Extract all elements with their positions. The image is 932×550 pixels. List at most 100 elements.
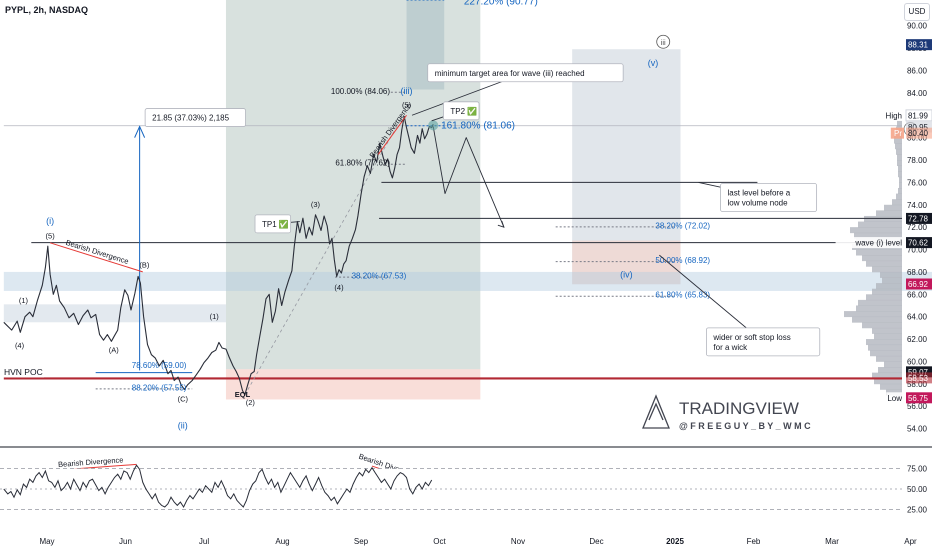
rsi-line xyxy=(3,464,433,509)
last-price-marker xyxy=(428,120,439,131)
price-tag[interactable] xyxy=(906,372,932,384)
time-tick-label: Sep xyxy=(354,537,369,546)
wave-label: (5) xyxy=(46,231,56,240)
volume-bin xyxy=(884,361,902,368)
callout-text: for a wick xyxy=(713,343,748,352)
volume-bin xyxy=(872,327,902,334)
volume-bin xyxy=(898,187,902,194)
price-tag[interactable] xyxy=(906,212,932,224)
volume-bin xyxy=(876,283,902,290)
price-tag-value: 72.78 xyxy=(908,214,929,223)
rsi-pane[interactable]: 25.00 50.00 75.00 xyxy=(0,446,932,515)
hvn-poc-label: HVN POC xyxy=(4,367,43,377)
wave-label: (4) xyxy=(15,341,25,350)
price-tick-label: 84.00 xyxy=(907,89,928,98)
volume-bin xyxy=(897,120,902,127)
wave-label: (v) xyxy=(648,58,659,68)
divergence-line-1 xyxy=(377,114,407,155)
price-tag-value: 88.31 xyxy=(908,41,929,50)
callout-text: wider or soft stop loss xyxy=(712,333,790,342)
volume-bin xyxy=(858,221,902,228)
callout-box-4 xyxy=(720,183,818,212)
price-tag-value: 56.75 xyxy=(908,394,929,403)
callout-box-2 xyxy=(443,101,480,121)
volume-bin xyxy=(895,143,902,150)
price-axis[interactable]: 54.00 56.00 58.00 60.00 62.00 64.00 66.00 68.00… xyxy=(835,22,932,434)
price-tag-caption-bg xyxy=(835,237,904,249)
price-series-layer xyxy=(3,115,505,396)
volume-bin xyxy=(844,311,902,318)
wave-label: EQL xyxy=(235,390,251,399)
wave-label: (B) xyxy=(139,260,150,269)
currency-button[interactable]: USD xyxy=(904,3,930,21)
price-tag[interactable] xyxy=(906,121,932,133)
volume-bin xyxy=(880,271,902,278)
volume-bin xyxy=(866,260,902,267)
volume-bin xyxy=(894,137,902,144)
time-tick-label: Oct xyxy=(433,537,446,546)
price-tick-label: 66.00 xyxy=(907,290,928,299)
projection-arrowhead xyxy=(497,221,505,228)
volume-bin xyxy=(868,344,902,351)
tradingview-logo-icon xyxy=(642,394,670,429)
price-tag[interactable] xyxy=(906,39,932,51)
price-tag[interactable] xyxy=(906,237,932,249)
time-tick-label: Feb xyxy=(747,537,761,546)
series-projection xyxy=(432,126,505,228)
rsi-tick-label: 50.00 xyxy=(907,485,928,494)
volume-bin xyxy=(876,355,902,362)
time-axis[interactable]: May Jun Jul Aug Sep Oct Nov Dec 2025 Feb Mar Apr xyxy=(39,537,917,546)
fib-trend-line xyxy=(244,117,403,396)
callout-box-3 xyxy=(254,214,292,234)
fib-label: 100.00% (84.06) xyxy=(331,87,390,96)
price-tick-label: 72.00 xyxy=(907,223,928,232)
volume-bin xyxy=(864,215,902,222)
watermark-brand: TRADINGVIEW xyxy=(679,399,799,418)
volume-bin xyxy=(862,322,902,329)
fib-label: 161.80% (81.06) xyxy=(441,121,515,132)
zone-0 xyxy=(225,0,481,370)
zone-4 xyxy=(572,240,681,285)
callout-text: TP2 ✅ xyxy=(450,106,477,116)
time-tick-label: Apr xyxy=(904,537,917,546)
wave-label: (4) xyxy=(334,283,344,292)
volume-bin xyxy=(898,165,902,172)
price-tick-label: 56.00 xyxy=(907,402,928,411)
time-tick-label: Aug xyxy=(275,537,289,546)
volume-bin xyxy=(866,294,902,301)
volume-bin xyxy=(874,378,902,385)
price-tag[interactable] xyxy=(906,366,932,378)
zone-6 xyxy=(3,304,226,323)
price-tick-label: 64.00 xyxy=(907,313,928,322)
price-tag-caption: wave (i) level xyxy=(854,239,902,248)
volume-bin xyxy=(897,154,902,161)
volume-bin xyxy=(899,182,902,189)
fib-label: 78.60% (59.00) xyxy=(132,361,187,370)
price-tick-label: 86.00 xyxy=(907,66,928,75)
time-tick-label: Mar xyxy=(825,537,839,546)
wave-label: (3) xyxy=(311,200,321,209)
price-tag[interactable] xyxy=(905,109,932,122)
price-tick-label: 76.00 xyxy=(907,178,928,187)
volume-bin xyxy=(896,193,902,200)
time-tick-label: May xyxy=(39,537,54,546)
volume-bin xyxy=(878,367,902,374)
volume-bin xyxy=(897,160,902,167)
price-tag[interactable] xyxy=(906,127,932,139)
price-tick-label: 58.00 xyxy=(907,380,928,389)
zone-layer xyxy=(3,0,932,400)
price-tag-caption-bg xyxy=(890,127,904,139)
symbol-title[interactable]: PYPL, 2h, NASDAQ xyxy=(5,5,89,15)
price-tag[interactable] xyxy=(906,392,932,404)
zone-1 xyxy=(225,369,481,400)
price-tag[interactable] xyxy=(906,278,932,290)
wave-label: (2) xyxy=(246,398,256,407)
volume-bin xyxy=(854,232,902,239)
volume-bin xyxy=(866,339,902,346)
time-tick-label: 2025 xyxy=(666,537,684,546)
divergence-label-2: Bearish Divergence xyxy=(58,455,124,469)
price-tag-value: 81.99 xyxy=(908,111,929,120)
volume-bin xyxy=(899,176,902,183)
volume-bin xyxy=(856,249,902,256)
